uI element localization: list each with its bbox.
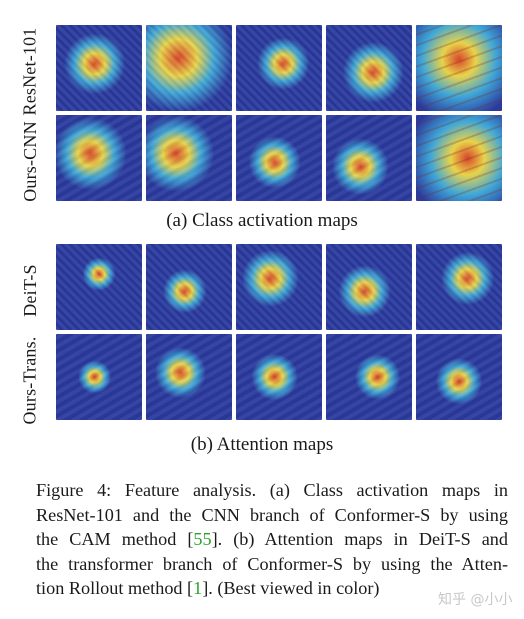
row-label-resnet: ResNet-101 xyxy=(19,27,40,115)
row-label-ours-trans: Ours-Trans. xyxy=(19,335,40,425)
attn-deit-tile-3 xyxy=(236,244,322,330)
attn-deit-tile-2 xyxy=(146,244,232,330)
attn-deit-tile-5 xyxy=(416,244,502,330)
caption-line-4: the transformer branch of Conformer-S by… xyxy=(36,553,508,574)
citation-1[interactable]: 1 xyxy=(193,578,203,599)
cam-resnet-tile-4 xyxy=(326,25,412,111)
cam-resnet-tile-5 xyxy=(416,25,502,111)
cam-ours-cnn-tile-4 xyxy=(326,115,412,201)
cam-resnet-tile-3 xyxy=(236,25,322,111)
cam-resnet-tile-1 xyxy=(56,25,142,111)
caption-line-3: the CAM method [55]. (b) Attention maps … xyxy=(36,529,508,550)
row-label-ours-cnn: Ours-CNN xyxy=(19,120,40,202)
cam-ours-cnn-tile-1 xyxy=(56,115,142,201)
cam-ours-cnn-tile-3 xyxy=(236,115,322,201)
attn-ours-trans-tile-2 xyxy=(146,334,232,420)
cam-ours-cnn-tile-5 xyxy=(416,115,502,201)
attn-ours-trans-tile-1 xyxy=(56,334,142,420)
attn-deit-tile-4 xyxy=(326,244,412,330)
caption-line-1: Figure 4: Feature analysis. (a) Class ac… xyxy=(36,480,508,500)
sublabel-class-activation: (a) Class activation maps xyxy=(166,210,358,231)
attn-ours-trans-tile-3 xyxy=(236,334,322,420)
row-label-deit: DeiT-S xyxy=(19,263,40,317)
attn-ours-trans-tile-4 xyxy=(326,334,412,420)
citation-55[interactable]: 55 xyxy=(193,529,212,550)
sublabel-attention: (b) Attention maps xyxy=(190,434,334,455)
caption-line-5: tion Rollout method [1]. (Best viewed in… xyxy=(36,578,380,599)
attn-ours-trans-tile-5 xyxy=(416,334,502,420)
watermark: 知乎 @小小 xyxy=(438,592,513,608)
caption-line-2: ResNet-101 and the CNN branch of Conform… xyxy=(36,504,508,525)
attn-deit-tile-1 xyxy=(56,244,142,330)
figure-caption: Figure 4: Feature analysis. (a) Class ac… xyxy=(36,478,508,601)
cam-resnet-tile-2 xyxy=(146,25,232,111)
cam-ours-cnn-tile-2 xyxy=(146,115,232,201)
